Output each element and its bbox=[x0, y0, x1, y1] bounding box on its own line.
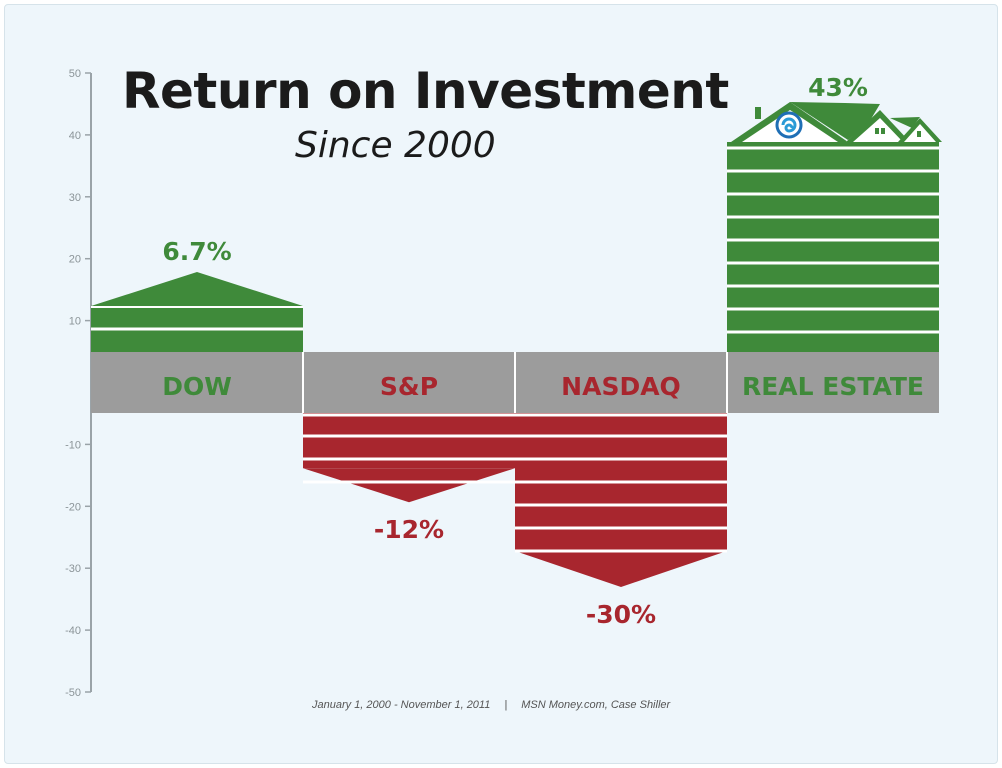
chart-subtitle: Since 2000 bbox=[295, 125, 496, 166]
y-tick-label: 30 bbox=[69, 192, 81, 204]
bar-point bbox=[515, 551, 727, 587]
category-label: S&P bbox=[380, 372, 438, 401]
y-tick-label: 50 bbox=[69, 68, 81, 80]
y-tick-label: -50 bbox=[65, 687, 81, 699]
source-text: MSN Money.com, Case Shiller bbox=[521, 699, 671, 711]
category-label: DOW bbox=[162, 372, 232, 401]
value-label: 43% bbox=[808, 73, 868, 102]
category-label: REAL ESTATE bbox=[742, 372, 924, 401]
category-label: NASDAQ bbox=[561, 372, 681, 401]
y-tick-label: -10 bbox=[65, 439, 81, 451]
y-tick-label: 20 bbox=[69, 254, 81, 266]
y-tick-label: -30 bbox=[65, 563, 81, 575]
source-separator: | bbox=[504, 699, 508, 711]
bar-real-estate bbox=[727, 142, 939, 352]
swirl-logo-icon bbox=[775, 111, 803, 139]
chart-title: Return on Investment bbox=[122, 62, 729, 120]
value-label: -12% bbox=[374, 515, 444, 544]
bar-dow-roof bbox=[91, 272, 303, 306]
y-tick-label: 40 bbox=[69, 130, 81, 142]
y-tick-label: 10 bbox=[69, 316, 81, 328]
house-icon bbox=[731, 102, 942, 142]
value-label: -30% bbox=[586, 600, 656, 629]
chart-source: January 1, 2000 - November 1, 2011 | MSN M… bbox=[312, 699, 670, 711]
value-label: 6.7% bbox=[162, 237, 231, 266]
y-tick-label: -40 bbox=[65, 625, 81, 637]
bar-point bbox=[303, 468, 515, 503]
date-range: January 1, 2000 - November 1, 2011 bbox=[312, 699, 491, 711]
y-tick-label: -20 bbox=[65, 501, 81, 513]
